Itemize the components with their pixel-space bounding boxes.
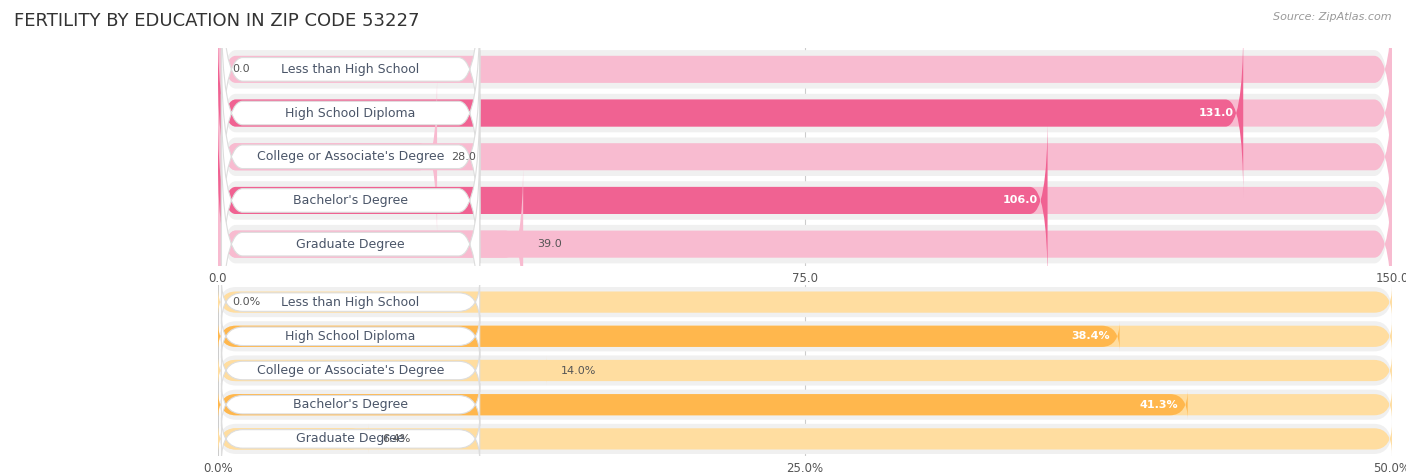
FancyBboxPatch shape: [218, 321, 1392, 352]
Text: Source: ZipAtlas.com: Source: ZipAtlas.com: [1274, 12, 1392, 22]
Text: 38.4%: 38.4%: [1071, 331, 1111, 342]
FancyBboxPatch shape: [218, 424, 1392, 454]
FancyBboxPatch shape: [218, 160, 523, 329]
Text: High School Diploma: High School Diploma: [285, 330, 416, 343]
FancyBboxPatch shape: [218, 355, 547, 386]
FancyBboxPatch shape: [218, 72, 1392, 241]
FancyBboxPatch shape: [218, 72, 437, 241]
FancyBboxPatch shape: [218, 390, 1392, 420]
FancyBboxPatch shape: [218, 321, 1392, 352]
Text: 6.4%: 6.4%: [382, 434, 411, 444]
FancyBboxPatch shape: [218, 160, 1392, 329]
FancyBboxPatch shape: [218, 390, 1188, 420]
Text: 131.0: 131.0: [1199, 108, 1234, 118]
FancyBboxPatch shape: [222, 315, 479, 358]
Text: 14.0%: 14.0%: [561, 365, 596, 376]
FancyBboxPatch shape: [222, 418, 479, 460]
FancyBboxPatch shape: [218, 28, 1392, 198]
FancyBboxPatch shape: [218, 34, 1392, 192]
Text: 41.3%: 41.3%: [1140, 399, 1178, 410]
Text: 0.0: 0.0: [232, 64, 250, 75]
FancyBboxPatch shape: [222, 0, 479, 176]
FancyBboxPatch shape: [218, 321, 1119, 352]
Text: 28.0: 28.0: [451, 152, 477, 162]
FancyBboxPatch shape: [218, 355, 1392, 386]
Text: High School Diploma: High School Diploma: [285, 106, 416, 120]
Text: FERTILITY BY EDUCATION IN ZIP CODE 53227: FERTILITY BY EDUCATION IN ZIP CODE 53227: [14, 12, 419, 30]
FancyBboxPatch shape: [218, 0, 1392, 149]
FancyBboxPatch shape: [222, 281, 479, 323]
FancyBboxPatch shape: [222, 50, 479, 263]
FancyBboxPatch shape: [218, 287, 1392, 317]
FancyBboxPatch shape: [218, 287, 1392, 317]
Text: College or Associate's Degree: College or Associate's Degree: [257, 364, 444, 377]
FancyBboxPatch shape: [222, 383, 479, 426]
FancyBboxPatch shape: [218, 121, 1392, 280]
FancyBboxPatch shape: [218, 0, 1392, 154]
FancyBboxPatch shape: [218, 165, 1392, 323]
FancyBboxPatch shape: [218, 77, 1392, 236]
FancyBboxPatch shape: [218, 390, 1392, 420]
Text: Bachelor's Degree: Bachelor's Degree: [292, 398, 408, 411]
FancyBboxPatch shape: [218, 28, 1243, 198]
Text: College or Associate's Degree: College or Associate's Degree: [257, 150, 444, 163]
FancyBboxPatch shape: [218, 116, 1392, 285]
Text: Bachelor's Degree: Bachelor's Degree: [292, 194, 408, 207]
FancyBboxPatch shape: [218, 424, 368, 454]
Text: 106.0: 106.0: [1002, 195, 1038, 206]
Text: 39.0: 39.0: [537, 239, 562, 249]
Text: Graduate Degree: Graduate Degree: [297, 238, 405, 251]
Text: Graduate Degree: Graduate Degree: [297, 432, 405, 446]
FancyBboxPatch shape: [218, 424, 1392, 454]
FancyBboxPatch shape: [222, 138, 479, 351]
Text: Less than High School: Less than High School: [281, 63, 420, 76]
Text: 0.0%: 0.0%: [232, 297, 260, 307]
FancyBboxPatch shape: [222, 7, 479, 219]
FancyBboxPatch shape: [222, 94, 479, 307]
FancyBboxPatch shape: [222, 349, 479, 392]
Text: Less than High School: Less than High School: [281, 295, 420, 309]
FancyBboxPatch shape: [218, 355, 1392, 386]
FancyBboxPatch shape: [218, 116, 1047, 285]
